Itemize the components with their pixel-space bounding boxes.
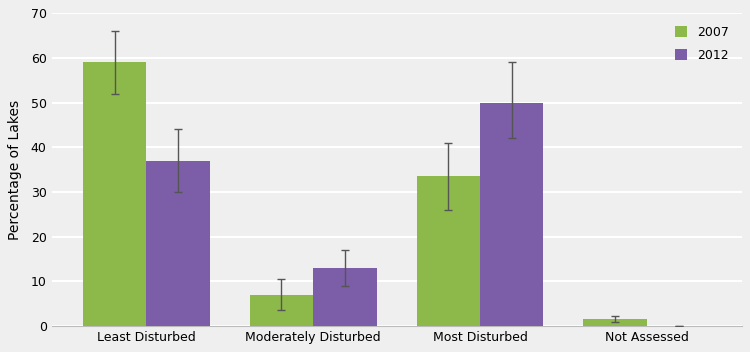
- Bar: [584, 319, 647, 326]
- Bar: [480, 103, 544, 326]
- Legend: 2007, 2012: 2007, 2012: [668, 20, 736, 68]
- Bar: [83, 62, 146, 326]
- Y-axis label: Percentage of Lakes: Percentage of Lakes: [8, 100, 22, 240]
- Bar: [146, 161, 210, 326]
- Bar: [314, 268, 376, 326]
- Bar: [416, 176, 480, 326]
- Bar: [250, 295, 314, 326]
